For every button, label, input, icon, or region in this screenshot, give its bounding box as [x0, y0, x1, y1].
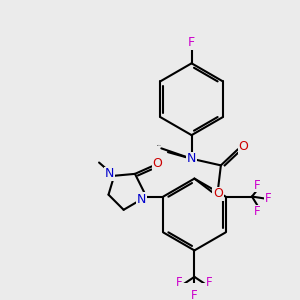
- Text: N: N: [187, 152, 196, 165]
- Text: F: F: [176, 276, 183, 289]
- Text: N: N: [137, 193, 146, 206]
- Text: F: F: [254, 205, 260, 218]
- Text: F: F: [265, 192, 271, 205]
- Text: O: O: [238, 140, 248, 153]
- Text: O: O: [213, 187, 223, 200]
- Text: O: O: [153, 157, 163, 170]
- Text: F: F: [206, 276, 213, 289]
- Text: N: N: [105, 167, 114, 180]
- Text: F: F: [191, 289, 198, 300]
- Text: methyl: methyl: [157, 145, 162, 146]
- Text: F: F: [254, 179, 260, 192]
- Text: F: F: [188, 36, 195, 49]
